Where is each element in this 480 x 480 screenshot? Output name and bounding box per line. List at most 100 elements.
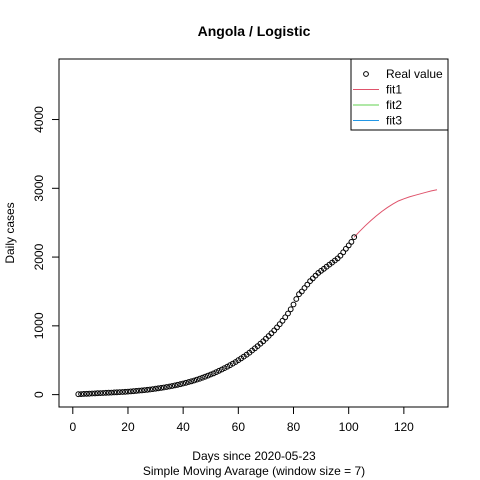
data-point — [97, 390, 104, 397]
y-tick-label: 3000 — [32, 175, 46, 202]
data-point — [285, 310, 291, 317]
data-point — [304, 281, 311, 288]
x-tick-label: 120 — [394, 420, 414, 434]
data-point — [141, 387, 148, 394]
y-tick-label: 4000 — [32, 106, 46, 133]
data-point — [78, 391, 84, 398]
data-point — [274, 324, 280, 331]
data-point — [152, 385, 159, 392]
data-point — [188, 378, 195, 385]
data-point — [180, 380, 187, 387]
x-tick-label: 0 — [69, 420, 76, 434]
data-point — [345, 242, 352, 249]
data-point — [75, 391, 82, 398]
data-point — [103, 389, 109, 396]
data-point — [155, 385, 162, 392]
data-point — [92, 390, 98, 397]
y-tick-label: 1000 — [32, 312, 46, 339]
x-tick-label: 60 — [232, 420, 246, 434]
data-point — [216, 367, 222, 374]
data-point — [276, 321, 283, 328]
data-point — [185, 379, 192, 385]
data-point — [340, 249, 347, 256]
data-point — [298, 288, 305, 295]
data-point — [125, 388, 131, 395]
data-point — [105, 389, 112, 396]
data-point — [205, 372, 211, 379]
data-point — [271, 327, 278, 334]
data-point — [89, 390, 95, 397]
data-point — [144, 386, 151, 393]
data-point — [127, 388, 134, 395]
legend-marker — [363, 71, 369, 77]
data-point — [100, 390, 106, 396]
x-tick-label: 100 — [339, 420, 359, 434]
legend-label: fit3 — [386, 114, 402, 128]
data-point — [210, 370, 217, 377]
data-point — [196, 375, 203, 382]
data-point — [287, 306, 294, 313]
y-axis: 0 1000 2000 3000 4000 — [32, 106, 60, 398]
data-point — [343, 245, 349, 252]
legend-label: fit1 — [386, 83, 402, 97]
data-point — [166, 383, 173, 390]
data-point — [177, 381, 184, 388]
x-axis-label: Days since 2020-05-23 — [192, 449, 316, 463]
data-point — [194, 376, 200, 383]
data-point — [293, 296, 300, 302]
data-point — [213, 369, 220, 376]
x-axis: 0 20 40 60 80 100 120 — [69, 406, 414, 434]
data-point — [160, 384, 167, 391]
y-tick-label: 2000 — [32, 243, 46, 270]
data-point — [149, 386, 156, 393]
x-tick-label: 20 — [121, 420, 135, 434]
data-point — [83, 390, 90, 397]
data-point — [138, 387, 145, 394]
legend-box — [350, 58, 449, 131]
data-point — [130, 388, 137, 395]
data-point — [301, 285, 308, 291]
data-point — [348, 239, 355, 245]
data-point — [158, 385, 165, 391]
data-point — [199, 374, 206, 381]
data-point — [183, 379, 189, 386]
data-point — [169, 383, 176, 389]
data-point — [172, 382, 178, 389]
data-point — [94, 390, 101, 397]
series-line-fit1 — [353, 189, 438, 238]
data-point — [282, 314, 289, 321]
x-tick-label: 80 — [287, 420, 301, 434]
data-point — [229, 360, 236, 367]
data-point — [147, 386, 153, 393]
x-tick-label: 40 — [176, 420, 190, 434]
y-tick-label: 0 — [32, 391, 46, 398]
data-point — [86, 390, 93, 397]
data-point — [133, 388, 140, 394]
data-point — [116, 389, 123, 396]
data-point — [227, 362, 233, 369]
chart-title: Angola / Logistic — [198, 23, 311, 39]
y-axis-label: Daily cases — [3, 202, 17, 263]
data-point — [163, 384, 170, 390]
data-point — [290, 301, 297, 308]
data-point — [191, 377, 198, 384]
data-point — [207, 371, 214, 378]
series-layer — [75, 189, 438, 398]
chart-subtitle: Simple Moving Avarage (window size = 7) — [143, 464, 365, 478]
data-point — [136, 387, 142, 394]
data-point — [119, 389, 126, 395]
data-point — [202, 373, 209, 380]
data-point — [296, 291, 302, 298]
data-point — [122, 388, 129, 395]
data-point — [174, 381, 181, 388]
data-point — [80, 391, 87, 397]
data-point — [221, 365, 228, 372]
data-point — [337, 252, 344, 259]
legend-label: Real value — [386, 67, 443, 81]
data-point — [351, 234, 358, 241]
legend-label: fit2 — [386, 98, 402, 112]
data-point — [111, 389, 118, 396]
data-point — [279, 317, 286, 324]
